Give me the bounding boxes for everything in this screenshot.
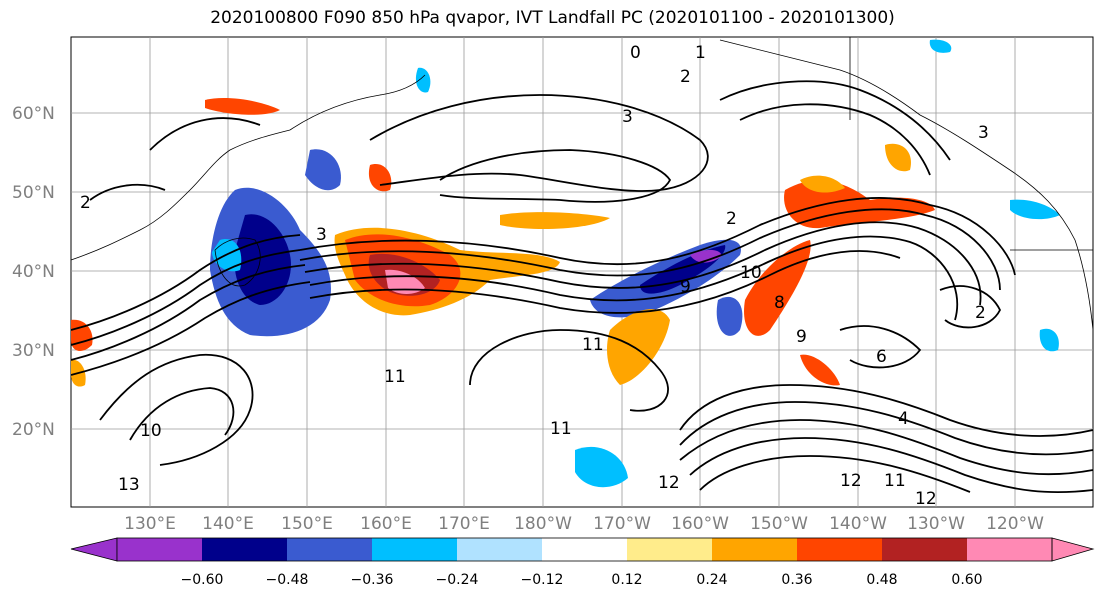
colorbar-tick-label: −0.48 <box>265 572 309 588</box>
colorbar-tick-label: −0.36 <box>350 572 394 588</box>
colorbar <box>70 537 1095 562</box>
lon-label-120w: 120°W <box>986 514 1044 534</box>
colorbar-tick-label: 0.60 <box>951 572 983 588</box>
colorbar-tick-label: −0.24 <box>435 572 479 588</box>
map-title: 2020100800 F090 850 hPa qvapor, IVT Land… <box>210 8 895 28</box>
lat-label-60n: 60°N <box>12 104 55 124</box>
lon-label-180w: 180°W <box>514 514 572 534</box>
lon-label-130w: 130°W <box>907 514 965 534</box>
lon-label-150e: 150°E <box>281 514 333 534</box>
qvapor-shading <box>71 39 1060 488</box>
lon-label-160w: 160°W <box>671 514 729 534</box>
lon-label-170w: 170°W <box>593 514 651 534</box>
lon-label-150w: 150°W <box>750 514 808 534</box>
colorbar-min-extension <box>70 537 118 562</box>
ivt-contours <box>70 80 1094 494</box>
map-panel <box>70 36 1094 508</box>
colorbar-max-extension <box>1051 537 1095 562</box>
lon-label-170e: 170°E <box>438 514 490 534</box>
lon-label-140e: 140°E <box>202 514 254 534</box>
lon-label-140w: 140°W <box>829 514 887 534</box>
lat-label-40n: 40°N <box>12 262 55 282</box>
colorbar-tick-label: −0.12 <box>520 572 564 588</box>
colorbar-tick-label: −0.60 <box>180 572 224 588</box>
colorbar-tick-label: 0.24 <box>696 572 728 588</box>
lon-label-160e: 160°E <box>360 514 412 534</box>
lat-label-30n: 30°N <box>12 341 55 361</box>
colorbar-tick-label: 0.36 <box>781 572 813 588</box>
lat-label-20n: 20°N <box>12 420 55 440</box>
lon-label-130e: 130°E <box>124 514 176 534</box>
coastlines <box>70 37 1094 331</box>
colorbar-tick-label: 0.12 <box>611 572 643 588</box>
lat-label-50n: 50°N <box>12 183 55 203</box>
colorbar-tick-label: 0.48 <box>866 572 898 588</box>
